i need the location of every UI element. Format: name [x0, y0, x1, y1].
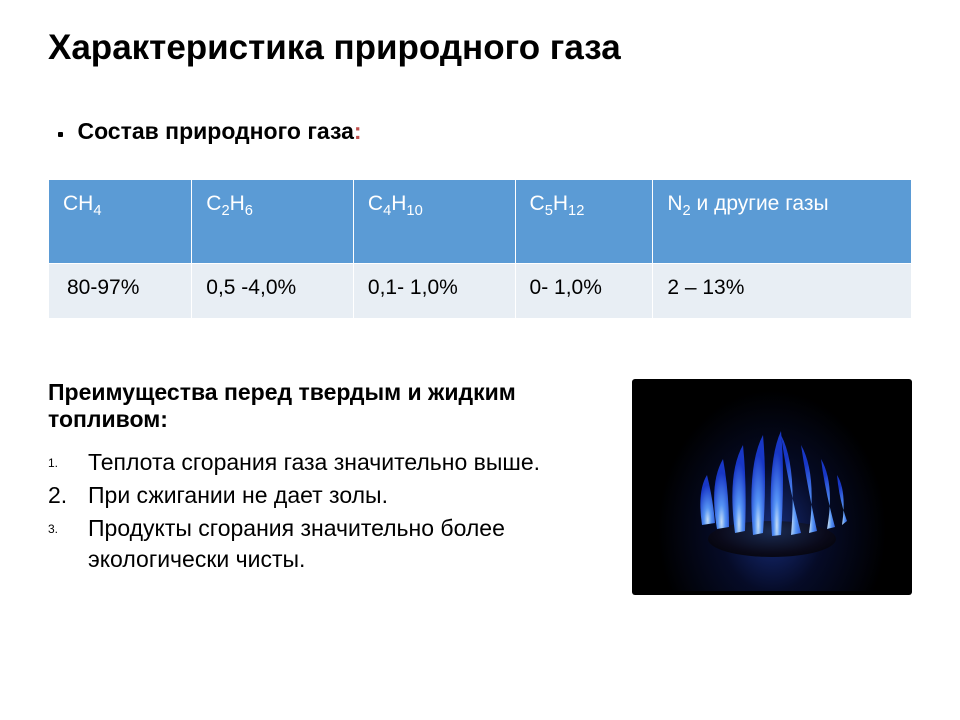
gas-flame-image [632, 379, 912, 595]
advantages-heading: Преимущества перед твердым и жидким топл… [48, 379, 608, 433]
list-num: 1. [48, 455, 58, 471]
burner-disc [708, 521, 836, 557]
list-num: 2. [48, 480, 67, 511]
advantages-list: 1.Теплота сгорания газа значительно выше… [48, 447, 608, 575]
col-c2h6: C2H6 [192, 180, 354, 264]
list-num: 3. [48, 521, 58, 537]
val-3: 0- 1,0% [515, 264, 653, 319]
val-2: 0,1- 1,0% [353, 264, 515, 319]
list-item: 1.Теплота сгорания газа значительно выше… [88, 447, 608, 478]
bottom-area: Преимущества перед твердым и жидким топл… [48, 379, 912, 595]
composition-table: CH4 C2H6 C4H10 C5H12 N2 и другие газы 80… [48, 179, 912, 319]
col-n2-other: N2 и другие газы [653, 180, 912, 264]
flame-glow [642, 379, 902, 591]
table-value-row: 80-97% 0,5 -4,0% 0,1- 1,0% 0- 1,0% 2 – 1… [49, 264, 912, 319]
table-header-row: CH4 C2H6 C4H10 C5H12 N2 и другие газы [49, 180, 912, 264]
list-item: 2.При сжигании не дает золы. [88, 480, 608, 511]
advantages-block: Преимущества перед твердым и жидким топл… [48, 379, 608, 577]
page-title: Характеристика природного газа [48, 28, 912, 68]
list-item: 3.Продукты сгорания значительно более эк… [88, 513, 608, 575]
subtitle-row: Состав природного газа: [58, 118, 912, 145]
col-c5h12: C5H12 [515, 180, 653, 264]
col-ch4: CH4 [49, 180, 192, 264]
val-4: 2 – 13% [653, 264, 912, 319]
col-c4h10: C4H10 [353, 180, 515, 264]
val-0: 80-97% [49, 264, 192, 319]
val-1: 0,5 -4,0% [192, 264, 354, 319]
bullet-icon [58, 132, 63, 137]
subtitle-text: Состав природного газа: [77, 118, 361, 144]
